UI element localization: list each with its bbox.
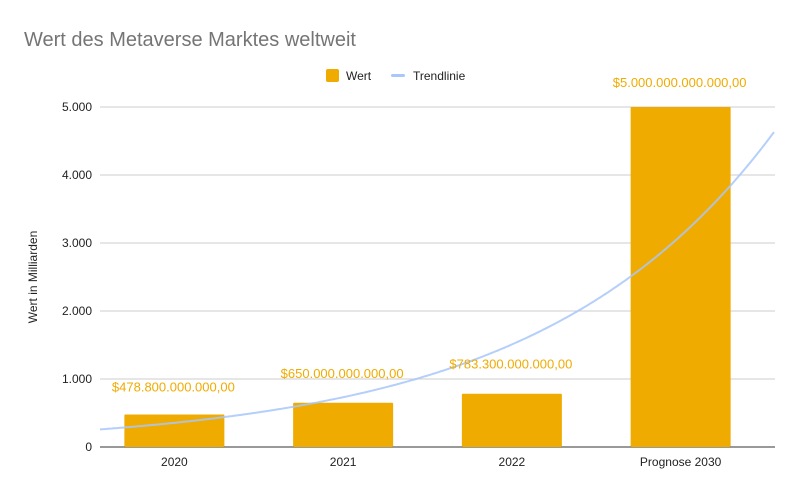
x-tick-label: Prognose 2030: [640, 455, 722, 469]
legend-label-wert: Wert: [346, 69, 372, 83]
y-tick-label: 1.000: [62, 372, 92, 386]
legend: Wert Trendlinie: [326, 69, 466, 83]
x-tick-label: 2022: [499, 455, 526, 469]
data-label: $650.000.000.000,00: [281, 366, 404, 381]
x-tick-label: 2020: [161, 455, 188, 469]
data-label: $478.800.000.000,00: [112, 379, 235, 394]
y-tick-label: 4.000: [62, 168, 92, 182]
trendline: [99, 131, 775, 431]
bar-prognose-2030: [630, 107, 731, 447]
y-axis-label: Wert in Milliarden: [26, 231, 40, 323]
y-tick-label: 5.000: [62, 100, 92, 114]
chart-title: Wert des Metaverse Marktes weltweit: [24, 29, 356, 51]
data-label: $5.000.000.000.000,00: [613, 75, 747, 90]
y-tick-label: 3.000: [62, 236, 92, 250]
bar-2022: [461, 393, 562, 447]
legend-label-trendlinie: Trendlinie: [413, 69, 466, 83]
legend-swatch-trendlinie: [391, 74, 405, 77]
bar-2021: [293, 402, 394, 447]
y-tick-label: 2.000: [62, 304, 92, 318]
data-label: $783.300.000.000,00: [449, 357, 572, 372]
legend-swatch-wert: [326, 69, 339, 82]
y-tick-label: 0: [85, 440, 92, 454]
x-tick-label: 2021: [330, 455, 357, 469]
bar-2020: [124, 414, 225, 447]
